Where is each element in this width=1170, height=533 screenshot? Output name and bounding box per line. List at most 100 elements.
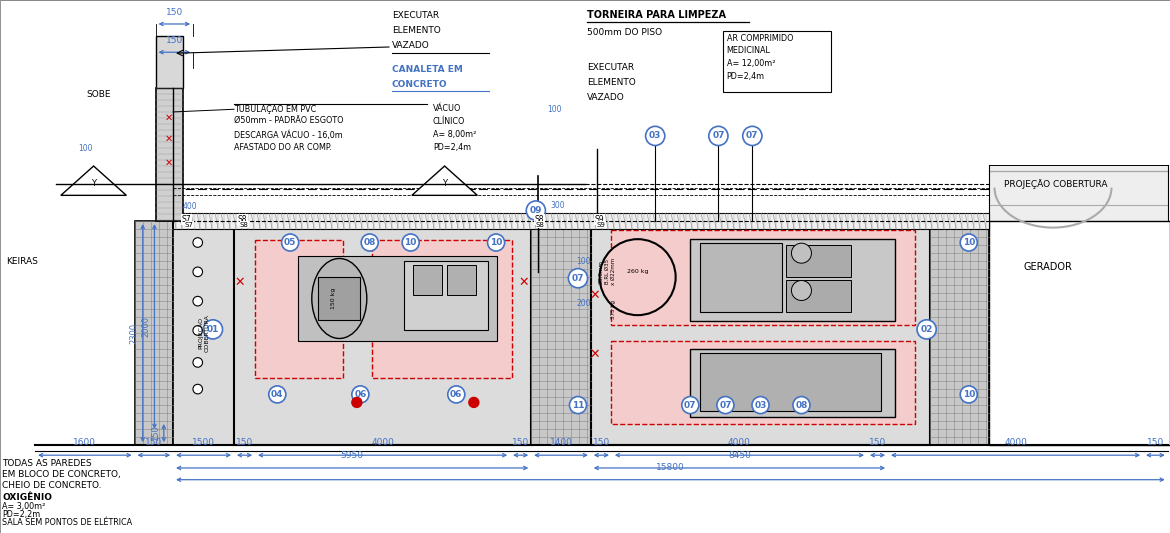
Text: 10: 10: [490, 238, 502, 247]
Text: AR COMPRIMIDO: AR COMPRIMIDO: [727, 34, 793, 43]
Text: 5950: 5950: [340, 451, 364, 460]
Text: AFASTADO DO AR COMP.: AFASTADO DO AR COMP.: [234, 143, 332, 152]
Polygon shape: [61, 166, 126, 195]
Text: CHEIO DE CONCRETO.: CHEIO DE CONCRETO.: [2, 481, 102, 490]
Bar: [989, 165, 1168, 221]
Text: 150: 150: [151, 425, 160, 441]
Bar: [591, 221, 930, 445]
Bar: [723, 31, 831, 92]
Text: 2300: 2300: [130, 322, 139, 344]
Text: 04: 04: [271, 390, 283, 399]
Text: 150: 150: [593, 438, 610, 447]
Bar: [156, 88, 183, 221]
Text: KEIRAS: KEIRAS: [6, 257, 37, 265]
Text: 07: 07: [746, 132, 758, 140]
Text: EXECUTAR: EXECUTAR: [392, 11, 439, 20]
Text: ✕: ✕: [165, 112, 173, 122]
Bar: [786, 280, 851, 312]
Text: 1400: 1400: [550, 438, 572, 447]
Text: ✕: ✕: [590, 289, 599, 302]
Text: 02: 02: [921, 325, 932, 334]
Text: 07: 07: [713, 132, 724, 140]
Circle shape: [646, 126, 665, 146]
Circle shape: [193, 296, 202, 306]
Text: SALA SEM PONTOS DE ELÉTRICA: SALA SEM PONTOS DE ELÉTRICA: [2, 518, 132, 527]
Circle shape: [717, 397, 734, 414]
Circle shape: [488, 234, 504, 251]
Circle shape: [917, 320, 936, 339]
Text: S8: S8: [238, 215, 247, 224]
Text: 150: 150: [512, 438, 529, 447]
Text: 100: 100: [78, 144, 92, 152]
Text: GERADOR: GERADOR: [1024, 262, 1073, 271]
Text: 150: 150: [166, 8, 183, 17]
Text: A= 8,00m²: A= 8,00m²: [433, 130, 476, 139]
Circle shape: [793, 397, 810, 414]
Text: 150: 150: [236, 438, 253, 447]
Circle shape: [526, 201, 545, 220]
Text: 150: 150: [166, 36, 183, 45]
Text: Y: Y: [442, 180, 447, 188]
Text: 4000: 4000: [728, 438, 751, 447]
Bar: [690, 239, 895, 321]
Bar: [690, 349, 895, 417]
Text: 150 kg: 150 kg: [331, 288, 336, 309]
Text: 4000: 4000: [1004, 438, 1027, 447]
Circle shape: [352, 398, 362, 407]
Text: Ø50mm - PADRÃO ESGOTO: Ø50mm - PADRÃO ESGOTO: [234, 117, 344, 126]
Text: A= 12,00m²: A= 12,00m²: [727, 59, 775, 68]
Text: SOBE: SOBE: [87, 90, 111, 99]
Text: TODAS AS PAREDES: TODAS AS PAREDES: [2, 459, 92, 469]
Text: 8450: 8450: [728, 451, 751, 460]
Text: ✕: ✕: [590, 348, 599, 361]
Text: VÁCUO: VÁCUO: [433, 104, 461, 114]
Bar: [255, 240, 343, 378]
Bar: [413, 265, 442, 295]
Text: PROJEÇÃO
COBERTURA: PROJEÇÃO COBERTURA: [198, 314, 209, 352]
Text: 400: 400: [183, 203, 197, 211]
Text: MEDICINAL: MEDICINAL: [727, 46, 771, 55]
Text: 2000: 2000: [142, 316, 151, 337]
Text: 10: 10: [963, 390, 975, 399]
Text: CONCRETO: CONCRETO: [392, 80, 448, 89]
Text: 08: 08: [364, 238, 376, 247]
Circle shape: [448, 386, 464, 403]
Bar: [404, 261, 488, 330]
Text: 09: 09: [530, 206, 542, 215]
Text: 100: 100: [548, 105, 562, 114]
Circle shape: [709, 126, 728, 146]
Bar: [173, 213, 989, 229]
Bar: [234, 221, 531, 445]
Circle shape: [570, 397, 586, 414]
Text: S9: S9: [597, 222, 606, 228]
Circle shape: [193, 326, 202, 335]
Text: VAZADO: VAZADO: [392, 41, 429, 50]
Text: 07: 07: [684, 401, 696, 409]
Circle shape: [269, 386, 285, 403]
Circle shape: [469, 398, 479, 407]
Text: EXECUTAR: EXECUTAR: [587, 63, 634, 72]
Text: TORNEIRA PARA LIMPEZA: TORNEIRA PARA LIMPEZA: [587, 10, 727, 20]
Text: 260 kg: 260 kg: [627, 269, 648, 274]
Text: PROJEÇÃO COBERTURA: PROJEÇÃO COBERTURA: [1004, 179, 1107, 189]
Text: A= 3,00m²: A= 3,00m²: [2, 502, 46, 511]
Text: ✕: ✕: [165, 134, 173, 143]
Text: S7: S7: [181, 215, 191, 224]
Text: 07: 07: [720, 401, 731, 409]
Bar: [298, 256, 497, 341]
Text: VAZADO: VAZADO: [587, 93, 625, 102]
Text: ELEMENTO: ELEMENTO: [587, 78, 636, 87]
Text: 1500: 1500: [192, 438, 215, 447]
Text: PD=2,4m: PD=2,4m: [727, 72, 765, 81]
Polygon shape: [412, 166, 477, 195]
Bar: [786, 245, 851, 277]
Circle shape: [204, 320, 222, 339]
Text: 500mm DO PISO: 500mm DO PISO: [587, 28, 662, 37]
Text: S8: S8: [536, 222, 545, 228]
Bar: [700, 243, 782, 312]
Bar: [989, 221, 1170, 445]
Bar: [611, 230, 915, 325]
Circle shape: [193, 267, 202, 277]
Text: 4000: 4000: [371, 438, 394, 447]
Circle shape: [282, 234, 298, 251]
